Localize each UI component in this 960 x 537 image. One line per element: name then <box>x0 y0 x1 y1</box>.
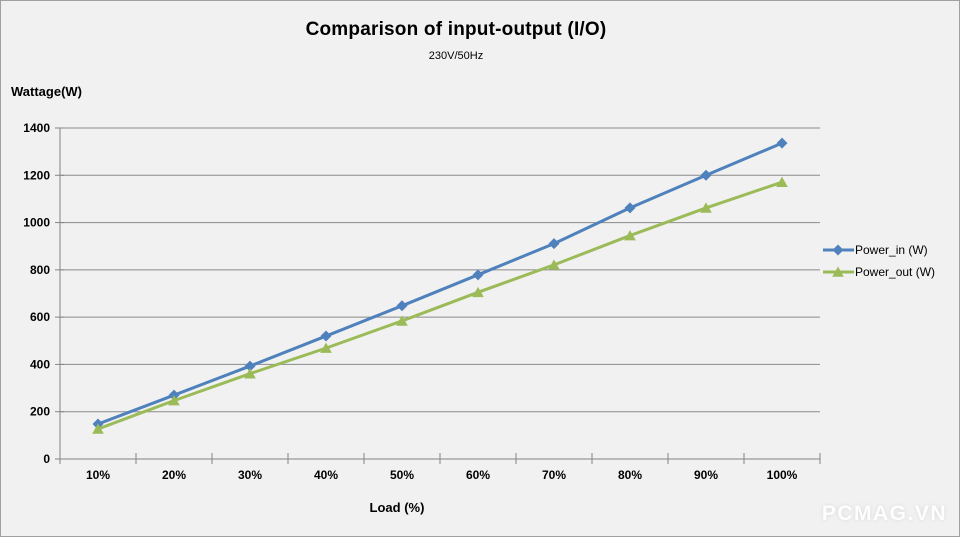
legend: Power_in (W) Power_out (W) <box>823 243 935 279</box>
x-tick-label: 60% <box>466 468 490 482</box>
y-tick-label: 1400 <box>23 121 50 135</box>
x-tick-label: 40% <box>314 468 338 482</box>
legend-item-power-in: Power_in (W) <box>823 243 935 257</box>
series-line-power-out <box>97 180 783 431</box>
data-point-marker-power-out <box>320 342 332 353</box>
data-point-marker-power-in <box>168 389 180 401</box>
y-tick-label: 1000 <box>23 216 50 230</box>
data-point-marker-power-out <box>548 259 560 270</box>
x-tick-label: 30% <box>238 468 262 482</box>
y-tick-label: 800 <box>30 263 50 277</box>
y-tick-label: 1200 <box>23 168 50 182</box>
y-tick-label: 200 <box>30 405 50 419</box>
x-tick-label: 10% <box>86 468 110 482</box>
data-point-marker-power-out <box>396 315 408 326</box>
data-point-marker-power-in <box>396 300 408 312</box>
watermark: PCMAG.VN <box>821 502 947 525</box>
power-out-series-swatch-icon <box>823 266 854 277</box>
data-point-marker-power-in <box>244 360 256 372</box>
data-point-marker-power-out <box>472 286 484 298</box>
x-tick-label: 80% <box>618 468 642 482</box>
legend-item-power-out: Power_out (W) <box>823 265 935 279</box>
data-point-marker-power-in <box>548 238 560 250</box>
x-tick-label: 100% <box>767 468 798 482</box>
data-point-marker-power-in <box>624 202 636 214</box>
x-tick-label: 70% <box>542 468 566 482</box>
y-tick-label: 0 <box>43 452 50 466</box>
y-tick-label: 600 <box>30 310 50 324</box>
x-axis-title: Load (%) <box>369 500 425 515</box>
data-point-marker-power-out <box>92 423 104 434</box>
y-tick-label: 400 <box>30 357 50 371</box>
series-line-power-in <box>97 141 783 426</box>
x-tick-label: 50% <box>390 468 414 482</box>
legend-label-power-out: Power_out (W) <box>855 265 936 279</box>
data-point-marker-power-in <box>92 418 104 430</box>
x-tick-label: 20% <box>162 468 186 482</box>
data-point-marker-power-out <box>244 368 256 379</box>
power-in-series-swatch-icon <box>823 244 854 256</box>
data-point-marker-power-out <box>700 202 712 213</box>
chart-title: Comparison of input-output (I/O) <box>305 19 607 40</box>
data-point-marker-power-out <box>624 230 636 241</box>
chart-subtitle: 230V/50Hz <box>428 50 484 62</box>
data-point-marker-power-in <box>700 169 712 181</box>
data-point-marker-power-in <box>320 330 332 342</box>
legend-label-power-in: Power_in (W) <box>855 243 928 257</box>
data-point-marker-power-out <box>776 176 788 187</box>
data-point-marker-power-in <box>776 137 788 149</box>
x-tick-label: 90% <box>694 468 718 482</box>
data-point-marker-power-in <box>472 269 484 281</box>
data-point-marker-power-out <box>168 395 180 406</box>
y-axis-title: Wattage(W) <box>11 84 83 99</box>
